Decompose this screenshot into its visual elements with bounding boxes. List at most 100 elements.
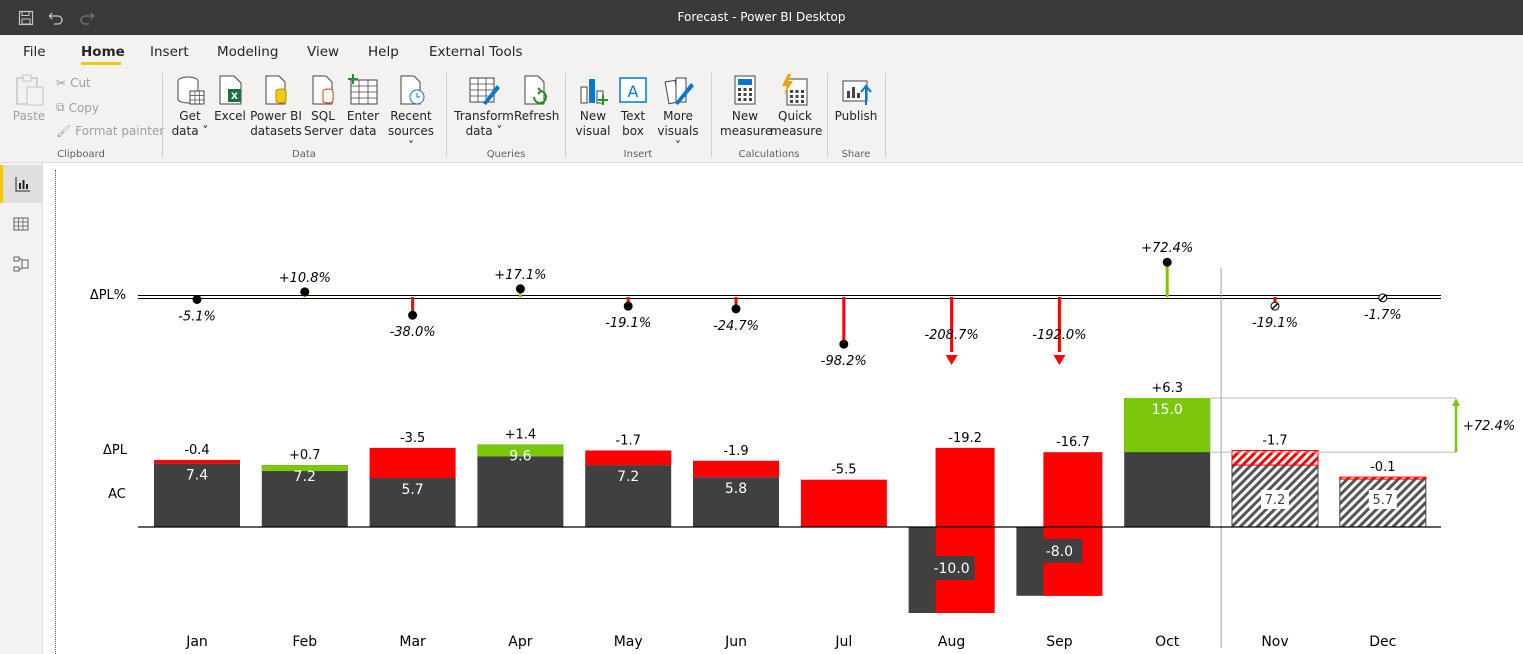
new-visual-button[interactable]: New visual	[574, 73, 612, 139]
ac-label-box	[1368, 490, 1397, 509]
menu-modeling[interactable]: Modeling	[217, 44, 279, 60]
new-measure-label-1: New	[731, 109, 759, 123]
refresh-icon	[524, 75, 547, 105]
window-title: Forecast - Power BI Desktop	[677, 10, 846, 24]
enter-data-label-1: Enter	[346, 109, 380, 123]
ribbon-separator	[827, 73, 828, 157]
pct-label: -19.1%	[1252, 316, 1298, 331]
pct-label: +72.4%	[1141, 241, 1193, 256]
power-bi-datasets-label-2: datasets	[250, 124, 302, 138]
text-box-button[interactable]: A Text box	[614, 73, 652, 139]
ac-bar	[369, 477, 456, 527]
undo-icon[interactable]	[45, 7, 67, 29]
enter-data-button[interactable]: Enter data	[344, 73, 382, 139]
copy-button[interactable]: ⧉ Copy	[56, 100, 99, 115]
refresh-label: Refresh	[514, 109, 560, 123]
quick-measure-button[interactable]: Quick measure	[770, 73, 823, 139]
delta-pl-bar	[585, 450, 672, 466]
ac-label: 7.2	[1265, 493, 1286, 508]
format-painter-button[interactable]: 🖌 Format painter	[56, 124, 164, 138]
ac-bar	[154, 463, 240, 527]
ac-label: 5.7	[1372, 493, 1393, 508]
ac-bar	[693, 477, 779, 527]
pct-label: -98.2%	[821, 354, 867, 369]
delta-pl-bar	[261, 465, 348, 472]
ac-label-box	[1036, 538, 1083, 563]
save-icon[interactable]	[15, 7, 37, 29]
quick-measure-label-2: measure	[770, 124, 823, 138]
sql-server-label-2: Server	[304, 124, 344, 138]
redo-icon[interactable]	[76, 7, 98, 29]
sql-server-icon	[312, 75, 334, 105]
title-bar: Forecast - Power BI Desktop	[0, 0, 1523, 35]
paste-button[interactable]: Paste	[10, 73, 48, 124]
menu-external-tools[interactable]: External Tools	[429, 44, 523, 60]
category-label: Nov	[1261, 634, 1288, 650]
power-bi-datasets-label-1: Power BI	[250, 109, 302, 123]
refresh-button[interactable]: Refresh	[514, 73, 560, 124]
data-view-button[interactable]	[0, 205, 42, 243]
queries-group-label: Queries	[486, 149, 526, 160]
menu-help[interactable]: Help	[368, 44, 399, 60]
text-box-label-1: Text	[620, 109, 646, 123]
recent-sources-icon	[400, 75, 425, 105]
pct-dot	[515, 284, 525, 294]
model-view-button[interactable]	[0, 245, 42, 283]
pct-label: -208.7%	[924, 328, 978, 343]
delta-pl-label: -1.9	[723, 444, 748, 459]
delta-pl-label: +0.7	[289, 448, 321, 463]
pct-dot	[1162, 257, 1172, 267]
annotation-label: +72.4%	[1463, 419, 1515, 434]
dataset-icon	[265, 75, 287, 105]
menu-insert[interactable]: Insert	[150, 44, 189, 60]
pct-dot	[839, 339, 849, 349]
menu-file[interactable]: File	[23, 44, 46, 60]
ac-label: 7.2	[294, 469, 316, 485]
quick-measure-icon	[782, 74, 808, 106]
category-label: Jun	[724, 634, 747, 650]
transform-data-icon	[469, 77, 500, 105]
data-view-icon	[13, 217, 29, 231]
cut-button[interactable]: ✂ Cut	[56, 76, 91, 90]
ribbon-separator	[565, 73, 566, 157]
format-painter-icon: 🖌	[56, 124, 72, 138]
report-view-button[interactable]	[0, 165, 42, 203]
delta-pl-label: -0.1	[1370, 460, 1395, 475]
new-measure-button[interactable]: New measure	[720, 73, 773, 139]
category-label: Dec	[1369, 634, 1396, 650]
publish-button[interactable]: Publish	[834, 73, 878, 124]
power-bi-datasets-button[interactable]: Power BI datasets	[250, 73, 302, 139]
category-label: Jan	[185, 634, 208, 650]
view-switcher	[0, 163, 43, 654]
delta-pl-label: -1.7	[616, 433, 641, 448]
publish-label: Publish	[834, 109, 878, 123]
delta-pl-bar	[477, 444, 564, 457]
ribbon-separator	[162, 73, 163, 157]
new-measure-label-2: measure	[720, 124, 773, 138]
ac-label: 5.8	[725, 481, 747, 497]
ac-bar	[261, 465, 348, 527]
copy-label: Copy	[68, 100, 100, 115]
menu-home[interactable]: Home	[81, 44, 125, 60]
pct-label: -19.1%	[605, 316, 651, 331]
sql-server-button[interactable]: SQL Server	[304, 73, 344, 139]
delta-pl-label: -5.5	[831, 463, 856, 478]
menu-view[interactable]: View	[307, 44, 340, 60]
more-visuals-button[interactable]: More visuals ˅	[654, 73, 702, 154]
text-box-label-2: box	[622, 124, 644, 138]
new-visual-label-2: visual	[575, 124, 611, 138]
transform-data-button[interactable]: Transform data ˅	[454, 73, 514, 139]
delta-pl-bar	[1339, 476, 1427, 480]
delta-pl-label: -0.4	[184, 443, 209, 458]
excel-button[interactable]: X Excel	[214, 73, 246, 124]
row-label-ac: AC	[108, 487, 126, 502]
get-data-label-2: data	[171, 124, 199, 138]
recent-sources-button[interactable]: Recent sources ˅	[384, 73, 438, 154]
delta-pl-label: -1.7	[1262, 433, 1287, 448]
quick-measure-label-1: Quick	[778, 109, 812, 123]
ac-label: 5.7	[401, 482, 423, 498]
row-label-delta-pl-pct: ΔPL%	[90, 288, 126, 303]
get-data-button[interactable]: Get data ˅	[170, 73, 210, 139]
calculator-icon	[734, 75, 756, 105]
